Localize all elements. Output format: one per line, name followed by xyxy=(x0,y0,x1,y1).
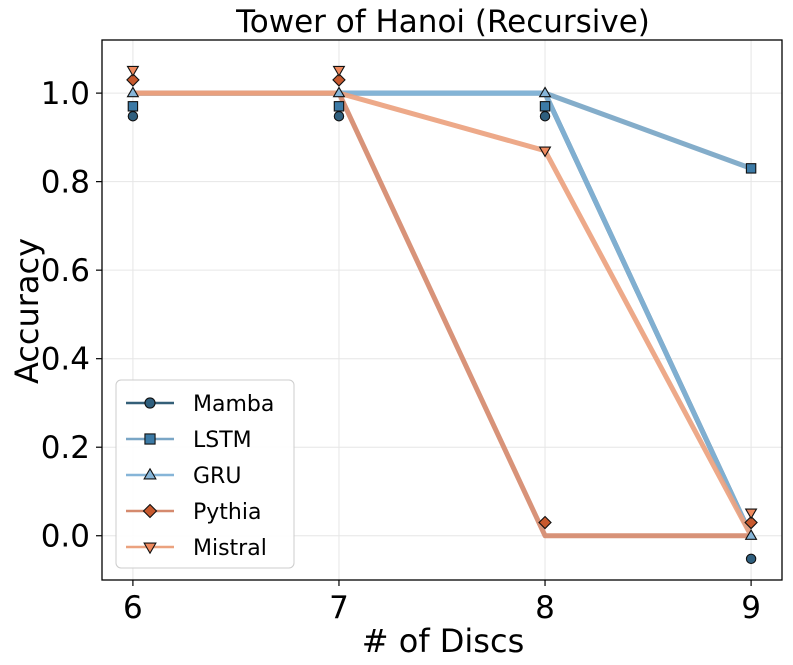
marker-mamba-9 xyxy=(745,553,757,565)
y-ticks: 0.0 0.2 0.4 0.6 0.8 1.0 xyxy=(41,76,102,555)
legend-label-mistral: Mistral xyxy=(193,536,267,561)
marker-mistral-9 xyxy=(744,508,758,520)
plot-frame xyxy=(101,39,783,581)
series-line-mistral xyxy=(130,90,754,539)
y-tick-label-1.0: 1.0 xyxy=(41,76,90,112)
legend-marker-mistral xyxy=(143,542,157,555)
marker-mistral-7 xyxy=(332,65,346,77)
marker-pythia-8 xyxy=(538,515,552,530)
legend-label-mamba: Mamba xyxy=(193,392,274,417)
y-axis-label: Accuracy xyxy=(8,238,46,384)
x-tick-label-9: 9 xyxy=(741,590,761,626)
legend-marker-lstm xyxy=(144,433,156,445)
y-tick-label-0.6: 0.6 xyxy=(41,253,90,289)
y-tick-label-0.4: 0.4 xyxy=(41,342,90,378)
legend-label-pythia: Pythia xyxy=(193,500,261,525)
marker-pythia-6 xyxy=(126,73,140,87)
legend-label-gru: GRU xyxy=(193,464,241,489)
marker-pythia-7 xyxy=(332,73,346,87)
x-tick-label-6: 6 xyxy=(123,590,143,626)
marker-mamba-6 xyxy=(127,110,139,122)
marker-gru-8 xyxy=(538,86,552,98)
legend-box xyxy=(115,379,295,569)
marker-mamba-8 xyxy=(539,110,551,122)
marker-gru-7 xyxy=(332,86,346,98)
legend-label-lstm: LSTM xyxy=(193,428,252,453)
legend: Mamba LSTM GRU Pythia Mistral xyxy=(115,379,295,569)
x-tick-label-8: 8 xyxy=(535,590,555,626)
marker-lstm-9 xyxy=(745,163,757,174)
x-axis-label: # of Discs xyxy=(362,622,524,660)
x-ticks: 6 7 8 9 xyxy=(123,580,761,626)
legend-marker-pythia xyxy=(142,503,158,519)
y-tick-label-0.0: 0.0 xyxy=(41,519,90,555)
series-markers xyxy=(126,65,758,565)
legend-marker-mamba xyxy=(144,397,156,409)
series-line-lstm xyxy=(130,90,754,171)
y-tick-label-0.2: 0.2 xyxy=(41,430,90,466)
x-tick-label-7: 7 xyxy=(329,590,349,626)
marker-mistral-8 xyxy=(538,146,552,158)
marker-lstm-6 xyxy=(127,101,139,112)
marker-lstm-7 xyxy=(333,101,345,112)
legend-marker-gru xyxy=(143,467,157,480)
legend-items: Mamba LSTM GRU Pythia Mistral xyxy=(126,392,274,561)
marker-mamba-7 xyxy=(333,110,345,122)
marker-mistral-6 xyxy=(126,65,140,77)
marker-lstm-8 xyxy=(539,101,551,112)
chart-title: Tower of Hanoi (Recursive) xyxy=(235,4,650,40)
series-lines xyxy=(130,90,754,539)
marker-pythia-9 xyxy=(744,515,758,530)
marker-gru-9 xyxy=(744,528,758,540)
marker-gru-6 xyxy=(126,86,140,98)
y-tick-label-0.8: 0.8 xyxy=(41,165,90,201)
